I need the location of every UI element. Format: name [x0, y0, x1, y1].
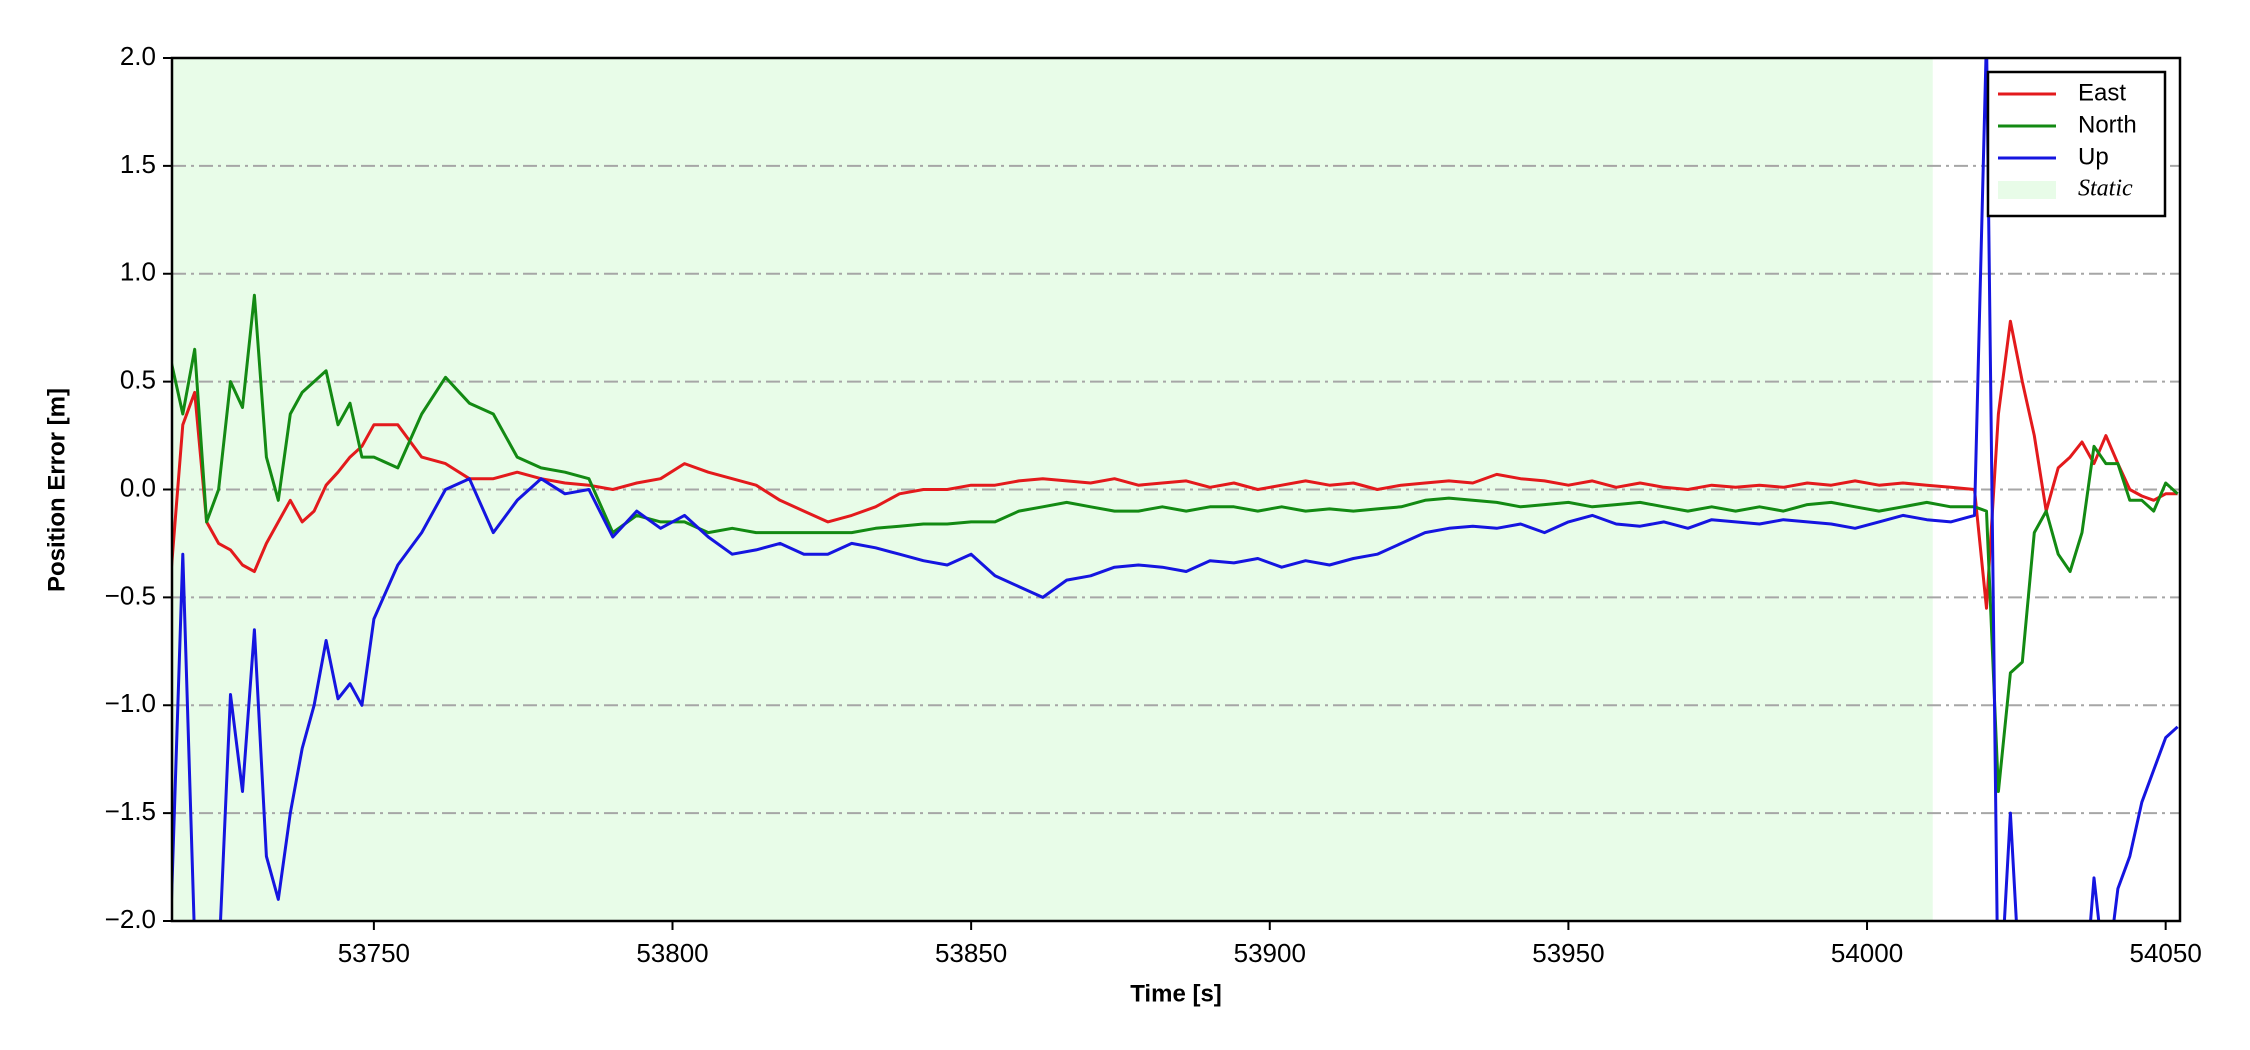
legend-swatch — [1998, 181, 2056, 199]
y-tick-label: −2.0 — [105, 904, 156, 934]
y-axis-label: Position Error [m] — [43, 388, 70, 592]
legend-label: Static — [2078, 176, 2133, 202]
axes: −2.0 −1.5 −1.0 −0.5 0.0 0.5 1.0 1.5 2.0 53750 5380… — [105, 41, 2202, 968]
x-tick-label: 54050 — [2130, 938, 2202, 968]
x-tick-label: 53800 — [636, 938, 708, 968]
x-tick-label: 54000 — [1831, 938, 1903, 968]
legend-label: East — [2078, 79, 2126, 106]
legend-label: North — [2078, 111, 2137, 138]
y-tick-label: 1.0 — [120, 257, 156, 287]
y-tick-label: −1.5 — [105, 796, 156, 826]
y-tick-label: 1.5 — [120, 149, 156, 179]
plot-lines — [172, 58, 2179, 921]
x-tick-label: 53900 — [1234, 938, 1306, 968]
series-line — [172, 319, 2178, 610]
y-tick-label: 0.0 — [120, 472, 156, 502]
y-tick-label: −1.0 — [105, 688, 156, 718]
series-line — [172, 58, 2179, 921]
legend-label: Up — [2078, 143, 2109, 170]
x-tick-label: 53950 — [1532, 938, 1604, 968]
y-tick-label: 2.0 — [120, 41, 156, 71]
y-tick-label: 0.5 — [120, 365, 156, 395]
series-line — [172, 293, 2179, 793]
plot-frame — [170, 56, 2182, 923]
x-tick-label: 53850 — [935, 938, 1007, 968]
plot-background — [172, 57, 2180, 922]
x-axis-label: Time [s] — [1130, 980, 1222, 1007]
y-tick-label: −0.5 — [105, 580, 156, 610]
x-tick-label: 53750 — [338, 938, 410, 968]
